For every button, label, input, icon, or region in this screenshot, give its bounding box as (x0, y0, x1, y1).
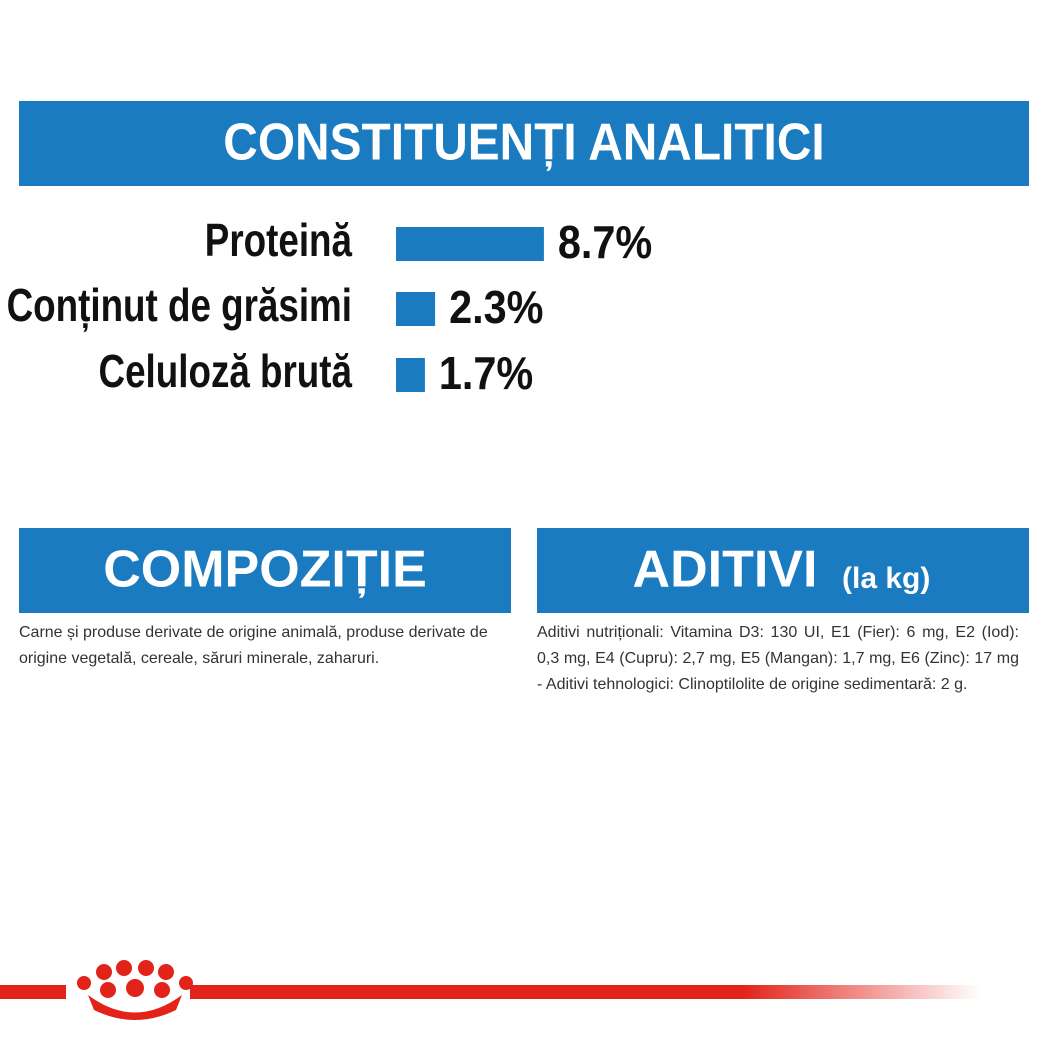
footer-line (190, 985, 980, 999)
section-title: ADITIVI (633, 541, 818, 599)
chart: Proteină 8.7% Conținut de grăsimi 2.3% Celul… (7, 214, 653, 399)
chart-title: CONSTITUENȚI ANALITICI (223, 113, 824, 171)
composition-text: Carne și produse derivate de origine ani… (19, 624, 488, 667)
value-label: 8.7% (558, 217, 652, 269)
category-label: Celuloză brută (99, 345, 353, 397)
value-label: 1.7% (439, 348, 533, 400)
header-band (19, 101, 1029, 186)
section-title: COMPOZIȚIE (103, 541, 427, 599)
crown-logo (77, 960, 193, 1020)
bar (396, 227, 544, 261)
section-band (19, 528, 511, 613)
value-label: 2.3% (449, 282, 543, 334)
bar (396, 292, 436, 326)
category-label: Proteină (205, 214, 353, 266)
footer-line (0, 985, 66, 999)
category-label: Conținut de grăsimi (7, 279, 352, 332)
section-band (537, 528, 1029, 613)
bar (396, 358, 425, 392)
section-subtitle: (la kg) (842, 562, 930, 595)
additives-text: Aditivi nutriționali: Vitamina D3: 130 U… (537, 624, 1019, 693)
